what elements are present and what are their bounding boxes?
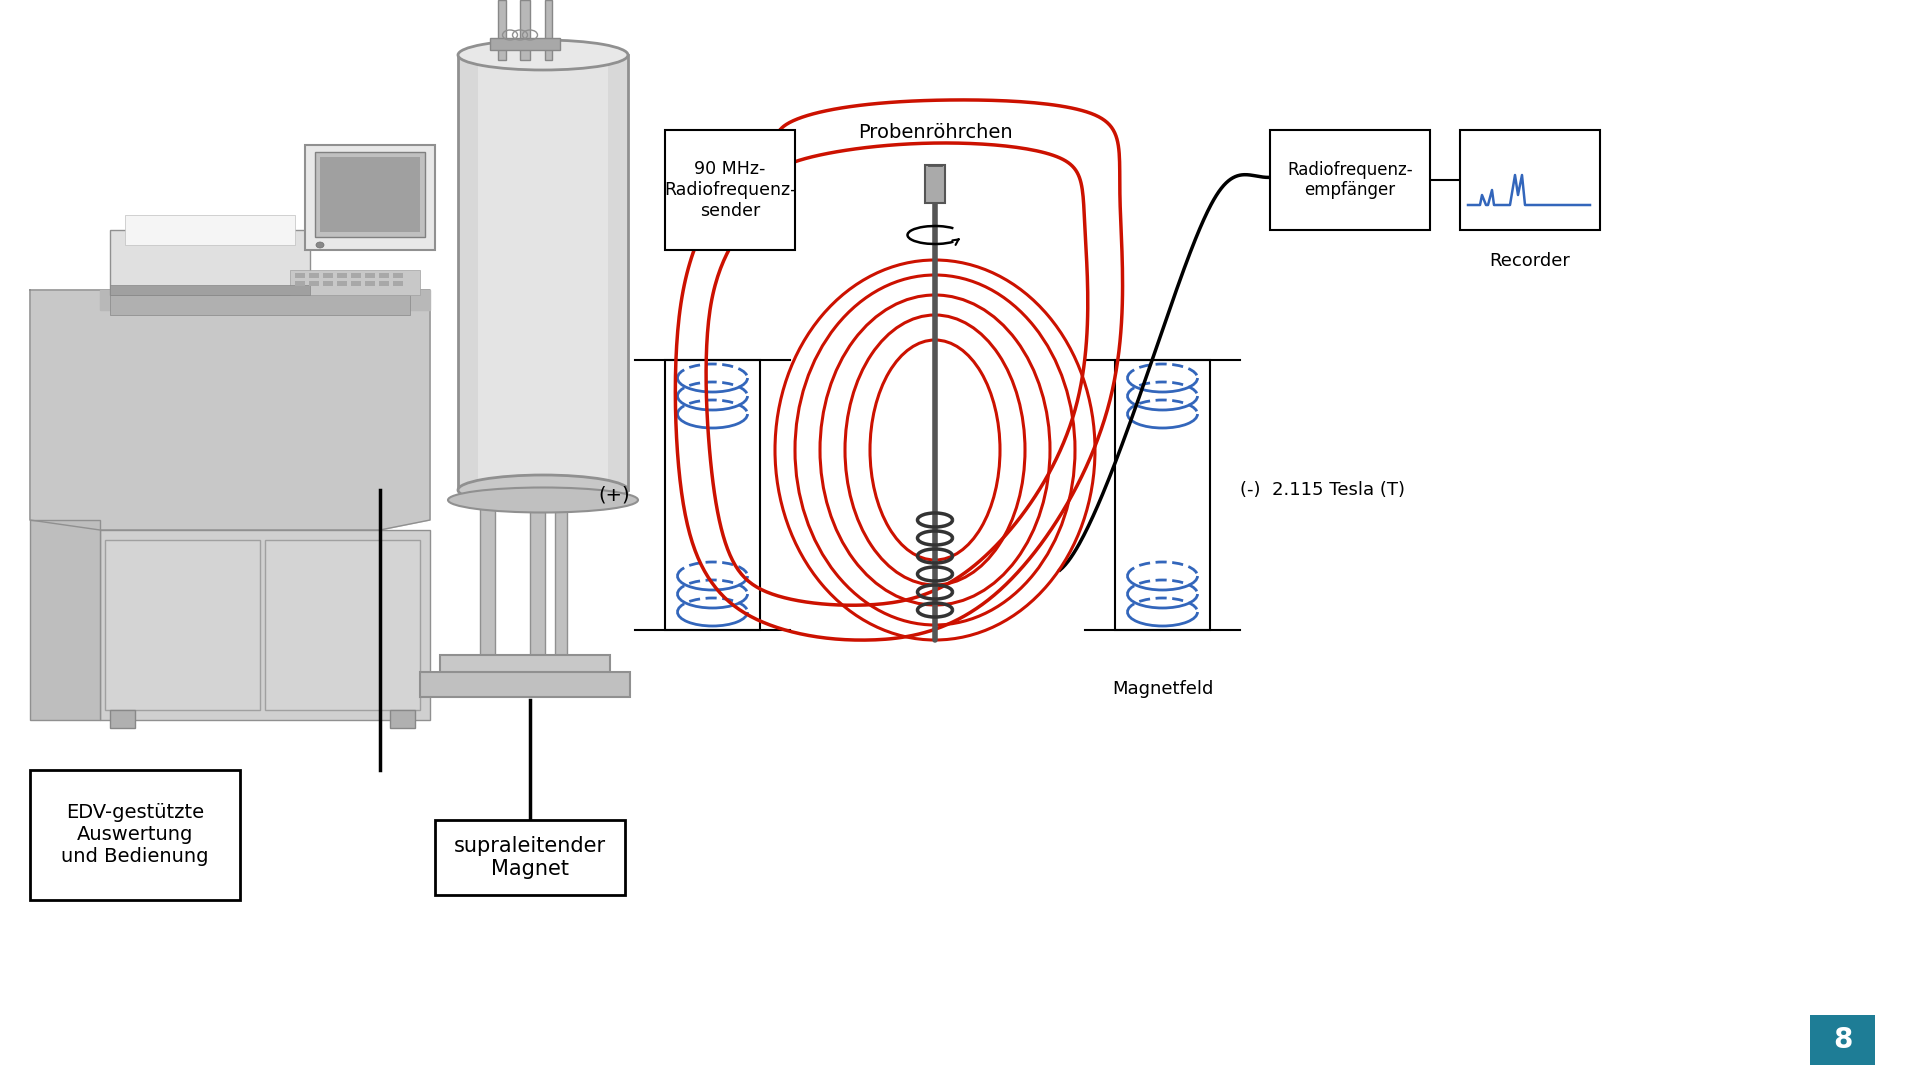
Bar [390, 710, 415, 728]
Bar [109, 710, 134, 728]
Bar [109, 230, 309, 295]
Polygon shape [31, 291, 430, 530]
Bar [925, 165, 945, 203]
Bar [309, 281, 319, 286]
Text: EDV-gestützte
Auswertung
und Bedienung: EDV-gestützte Auswertung und Bedienung [61, 804, 209, 866]
Bar [323, 273, 332, 278]
Bar [440, 654, 611, 677]
Ellipse shape [447, 487, 637, 513]
Text: (+): (+) [599, 486, 630, 504]
Ellipse shape [459, 40, 628, 70]
Bar [351, 281, 361, 286]
Text: 8: 8 [1834, 1026, 1853, 1054]
Bar [436, 820, 626, 895]
Bar [305, 145, 436, 249]
Bar [106, 540, 259, 710]
Bar [296, 273, 305, 278]
Bar [420, 672, 630, 697]
Bar [378, 273, 390, 278]
Bar [338, 281, 348, 286]
Bar [365, 273, 374, 278]
Bar [315, 152, 424, 237]
Bar [31, 519, 100, 720]
Bar [351, 273, 361, 278]
Bar [490, 38, 561, 50]
Bar [459, 55, 628, 490]
Bar [378, 281, 390, 286]
Bar [296, 281, 305, 286]
Bar [1269, 130, 1430, 230]
Bar [530, 495, 545, 675]
Bar [394, 273, 403, 278]
Bar [478, 55, 609, 490]
Text: supraleitender
Magnet: supraleitender Magnet [453, 836, 607, 879]
Text: Recorder: Recorder [1490, 252, 1571, 270]
Bar [321, 157, 420, 232]
Bar [109, 285, 309, 295]
Bar [1116, 360, 1210, 630]
Bar [520, 0, 530, 60]
Text: 90 MHz-
Radiofrequenz-
sender: 90 MHz- Radiofrequenz- sender [664, 160, 797, 220]
Bar [323, 281, 332, 286]
Bar [394, 281, 403, 286]
Bar [109, 295, 411, 315]
Bar [555, 495, 566, 660]
Bar [497, 0, 507, 60]
Bar [125, 215, 296, 245]
Bar [309, 273, 319, 278]
Bar [365, 281, 374, 286]
Bar [31, 770, 240, 900]
Text: (-)  2.115 Tesla (T): (-) 2.115 Tesla (T) [1240, 481, 1405, 499]
Bar [664, 130, 795, 249]
Bar [664, 360, 760, 630]
Bar [545, 0, 553, 60]
Bar [1459, 130, 1599, 230]
Text: Probenröhrchen: Probenröhrchen [858, 123, 1012, 141]
Ellipse shape [317, 242, 324, 248]
Bar [290, 270, 420, 295]
Text: Radiofrequenz-
empfänger: Radiofrequenz- empfänger [1286, 161, 1413, 200]
Bar [1811, 1015, 1876, 1065]
Ellipse shape [459, 475, 628, 505]
Bar [338, 273, 348, 278]
Bar [100, 530, 430, 720]
Bar [265, 540, 420, 710]
Text: Magnetfeld: Magnetfeld [1112, 680, 1213, 698]
Bar [480, 495, 495, 665]
Polygon shape [100, 291, 430, 310]
